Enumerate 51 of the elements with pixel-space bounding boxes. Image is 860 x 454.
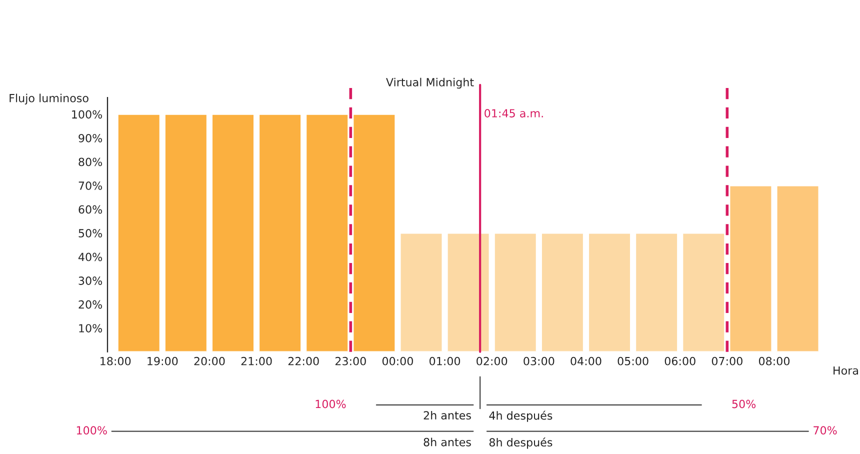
- x-tick-label: 21:00: [241, 356, 272, 366]
- text: 8h después: [489, 438, 552, 449]
- bar: [211, 114, 255, 352]
- text: 70%: [814, 426, 837, 435]
- y-axis-title: Flujo luminoso: [10, 94, 88, 104]
- bar: [540, 232, 584, 352]
- bar: [588, 232, 632, 352]
- bar: [164, 114, 208, 352]
- x-tick-label: 07:00: [712, 356, 742, 366]
- ref-line-label: 01:45 a.m.: [484, 109, 543, 118]
- text: 8h antes: [424, 438, 471, 446]
- y-tick-label: 90%: [78, 134, 102, 142]
- text: 50%: [732, 400, 756, 408]
- x-tick-label: 00:00: [382, 356, 413, 366]
- x-tick-label: 01:00: [430, 356, 460, 366]
- x-tick-label: 22:00: [288, 356, 319, 366]
- x-tick-label: 04:00: [570, 356, 602, 366]
- y-tick-label: 30%: [78, 276, 102, 285]
- bar: [634, 232, 678, 352]
- bar: [117, 114, 161, 352]
- x-tick-label: 18:00: [100, 356, 131, 366]
- x-tick-label: 08:00: [758, 356, 790, 366]
- x-tick-label: 02:00: [476, 356, 508, 366]
- text: 2h antes: [424, 410, 471, 420]
- y-tick-label: 40%: [78, 252, 102, 262]
- bar: [352, 114, 396, 352]
- bar: [446, 232, 490, 352]
- bar: [494, 232, 538, 352]
- bar: [305, 114, 350, 352]
- chart-title: Virtual Midnight: [386, 78, 474, 89]
- bar: [258, 114, 302, 352]
- text: 4h después: [489, 410, 552, 422]
- x-axis-title: Hora: [834, 366, 858, 375]
- y-tick-label: 100%: [72, 110, 102, 119]
- y-tick-label: 70%: [78, 182, 102, 190]
- x-tick-label: 20:00: [194, 356, 225, 366]
- bar: [682, 232, 726, 352]
- x-tick-label: 03:00: [524, 356, 554, 366]
- bar: [399, 232, 444, 352]
- x-tick-label: 06:00: [664, 356, 696, 366]
- x-tick-label: 19:00: [148, 356, 178, 366]
- x-tick-label: 05:00: [618, 356, 648, 366]
- y-tick-label: 50%: [78, 229, 102, 238]
- y-tick-label: 80%: [78, 158, 102, 166]
- bar: [728, 184, 773, 352]
- bar: [776, 184, 820, 352]
- y-tick-label: 60%: [78, 205, 102, 214]
- text: 100%: [316, 400, 346, 408]
- x-tick-label: 23:00: [335, 356, 366, 366]
- y-tick-label: 20%: [78, 300, 102, 309]
- y-tick-label: 10%: [79, 324, 102, 332]
